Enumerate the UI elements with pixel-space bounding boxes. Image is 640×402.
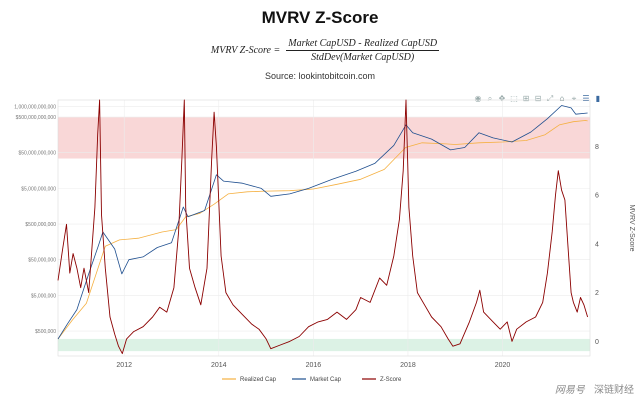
left-tick-2: $50,000,000	[28, 258, 56, 264]
chart-series	[57, 99, 589, 355]
right-tick-1: 2	[595, 290, 599, 297]
band-1	[58, 338, 590, 352]
x-tick-2: 2016	[306, 362, 322, 369]
left-tick-0: $500,000	[35, 329, 56, 335]
legend-label-0: Realized Cap	[240, 377, 277, 383]
series-z-score	[57, 99, 589, 355]
left-tick-1: $5,000,000	[31, 293, 56, 299]
left-tick-5: $50,000,000,000	[18, 151, 56, 157]
left-axis-ticks: $500,000 $5,000,000 $50,000,000 $500,000,00…	[14, 104, 56, 335]
left-tick-6: $500,000,000,000	[16, 115, 57, 121]
x-tick-3: 2018	[400, 362, 416, 369]
left-tick-3: $500,000,000	[25, 222, 56, 228]
x-tick-0: 2012	[116, 362, 132, 369]
chart-grid	[58, 100, 590, 356]
chart-title: MVRV Z-Score	[261, 8, 379, 27]
spike-icon[interactable]: ⌖	[571, 94, 577, 103]
watermark-part1: 网易号	[554, 385, 585, 396]
right-tick-4: 8	[595, 144, 599, 151]
plot-frame	[57, 99, 591, 357]
formula-numerator: Market CapUSD - Realized CapUSD	[286, 38, 440, 51]
x-axis-ticks: 2012 2014 2016 2018 2020	[116, 362, 510, 369]
camera-icon[interactable]: ◉	[474, 94, 482, 103]
band-0	[58, 117, 590, 159]
chart-modebar: ◉ ⌕ ✥ ⬚ ⊞ ⊟ ⤢ ⌂ ⌖ ☰ ▮	[474, 95, 602, 103]
formula-fraction: Market CapUSD - Realized CapUSD StdDev(M…	[286, 38, 440, 63]
select-icon[interactable]: ⬚	[510, 94, 518, 103]
watermark-part2: 深链财经	[594, 385, 634, 396]
legend-label-2: Z-Score	[380, 377, 402, 383]
right-tick-3: 6	[595, 193, 599, 200]
chart-source: Source: lookintobitcoin.com	[264, 71, 376, 81]
right-tick-2: 4	[595, 241, 599, 248]
zoom-out-icon[interactable]: ⊟	[534, 94, 542, 103]
pan-icon[interactable]: ✥	[498, 94, 506, 103]
series-market-cap	[57, 105, 588, 340]
x-tick-4: 2020	[495, 362, 511, 369]
compare-icon[interactable]: ☰	[582, 94, 590, 103]
formula-denominator: StdDev(Market CapUSD)	[311, 52, 415, 63]
right-axis-ticks: 0 2 4 6 8	[595, 144, 599, 346]
zoom-in-icon[interactable]: ⊞	[522, 94, 530, 103]
watermark: 网易号 深链财经	[555, 381, 634, 396]
right-tick-0: 0	[595, 339, 599, 346]
left-tick-4: $5,000,000,000	[21, 186, 56, 192]
series-realized-cap	[57, 120, 588, 340]
chart-legend: Realized Cap Market Cap Z-Score	[222, 377, 402, 383]
autoscale-icon[interactable]: ⤢	[546, 94, 554, 103]
legend-label-1: Market Cap	[310, 377, 342, 383]
formula-lhs: MVRV Z-Score =	[210, 45, 281, 56]
right-axis-label: MVRV Z-Score	[628, 205, 635, 252]
home-icon[interactable]: ⌂	[559, 94, 565, 103]
x-tick-1: 2014	[211, 362, 227, 369]
left-tick-7: 1,000,000,000,000	[14, 104, 56, 110]
formula: MVRV Z-Score = Market CapUSD - Realized …	[200, 38, 450, 63]
bar-chart-icon[interactable]: ▮	[595, 94, 601, 103]
chart-bands	[58, 117, 590, 352]
zoom-icon[interactable]: ⌕	[487, 94, 493, 103]
